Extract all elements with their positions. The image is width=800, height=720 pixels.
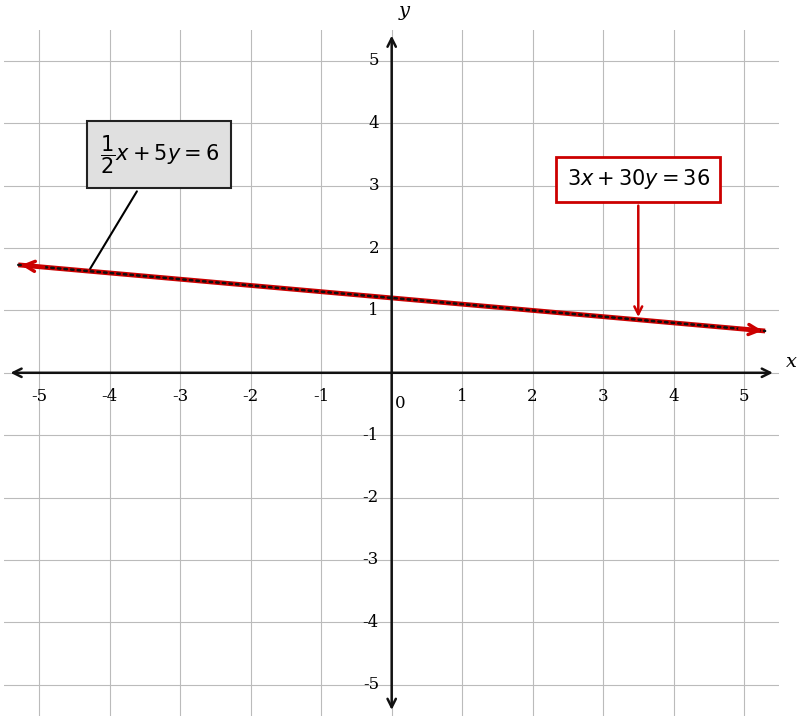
Text: -2: -2 xyxy=(362,489,379,506)
Text: 4: 4 xyxy=(668,388,679,405)
Text: 1: 1 xyxy=(368,302,379,319)
Text: 1: 1 xyxy=(457,388,467,405)
Text: -1: -1 xyxy=(313,388,330,405)
Text: -3: -3 xyxy=(172,388,189,405)
Text: -2: -2 xyxy=(242,388,259,405)
Text: 5: 5 xyxy=(738,388,750,405)
Text: -5: -5 xyxy=(363,676,379,693)
Text: -3: -3 xyxy=(362,552,379,568)
Text: 2: 2 xyxy=(368,240,379,256)
Text: -1: -1 xyxy=(362,427,379,444)
Text: -4: -4 xyxy=(102,388,118,405)
Text: 5: 5 xyxy=(369,53,379,69)
Text: -5: -5 xyxy=(31,388,47,405)
Text: 3: 3 xyxy=(368,177,379,194)
Text: 0: 0 xyxy=(395,395,406,412)
Text: 2: 2 xyxy=(527,388,538,405)
Text: $3x + 30y = 36$: $3x + 30y = 36$ xyxy=(566,168,710,314)
Text: x: x xyxy=(786,353,798,371)
Text: $\dfrac{1}{2}x + 5y = 6$: $\dfrac{1}{2}x + 5y = 6$ xyxy=(90,133,218,269)
Text: -4: -4 xyxy=(362,613,379,631)
Text: 3: 3 xyxy=(598,388,608,405)
Text: y: y xyxy=(399,2,410,20)
Text: 4: 4 xyxy=(368,114,379,132)
